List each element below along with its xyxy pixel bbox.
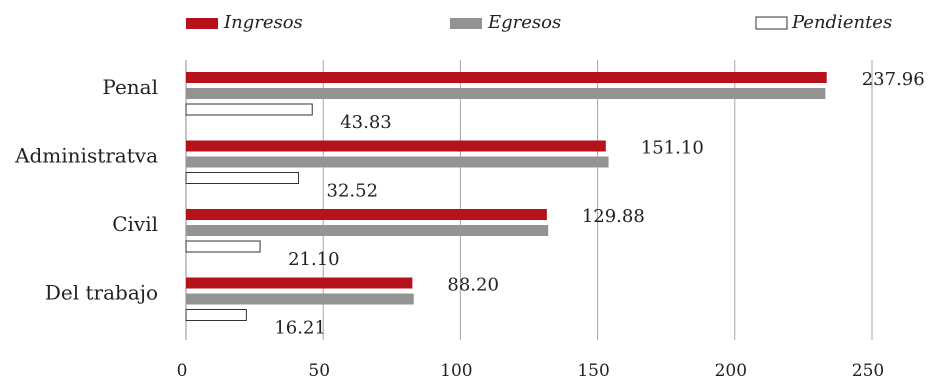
data-label-pendientes-del-trabajo: 16.21: [274, 318, 326, 339]
data-label-pendientes-administratva: 32.52: [327, 181, 379, 202]
bar-egresos-penal: [186, 88, 826, 99]
data-label-ingresos-penal: 237.96: [862, 69, 925, 90]
data-label-pendientes-civil: 21.10: [288, 249, 340, 270]
category-label-penal: Penal: [102, 75, 158, 99]
x-tick-label-50: 50: [308, 361, 330, 381]
data-label-ingresos-civil: 129.88: [582, 206, 645, 227]
bar-ingresos-civil: [186, 209, 547, 220]
bar-pendientes-administratva: [185, 172, 300, 184]
bar-pendientes-del-trabajo: [185, 309, 247, 321]
legend-label-pendientes: Pendientes: [791, 12, 892, 33]
bar-ingresos-del-trabajo: [186, 277, 413, 289]
data-label-ingresos-del-trabajo: 88.20: [447, 275, 499, 296]
bar-ingresos-administratva: [186, 140, 606, 152]
legend-swatch-ingresos: [186, 18, 218, 29]
x-tick-label-250: 250: [852, 361, 884, 381]
bar-pendientes-civil: [185, 240, 261, 253]
x-tick-label-200: 200: [715, 361, 747, 381]
category-label-del-trabajo: Del trabajo: [45, 281, 158, 305]
legend-label-ingresos: Ingresos: [223, 12, 303, 33]
legend-label-egresos: Egresos: [487, 12, 561, 33]
bar-egresos-civil: [186, 225, 549, 236]
category-label-civil: Civil: [112, 212, 158, 236]
x-tick-label-0: 0: [177, 361, 188, 381]
bar-egresos-del-trabajo: [186, 293, 414, 305]
legend-swatch-pendientes: [755, 16, 788, 30]
data-label-ingresos-administratva: 151.10: [641, 138, 704, 159]
bar-egresos-administratva: [186, 156, 609, 168]
legend-swatch-egresos: [450, 18, 482, 29]
x-tick-label-100: 100: [440, 361, 472, 381]
data-label-pendientes-penal: 43.83: [340, 112, 392, 133]
category-label-administratva: Administratva: [14, 144, 158, 168]
bar-ingresos-penal: [186, 72, 827, 83]
bar-pendientes-penal: [185, 103, 313, 116]
x-tick-label-150: 150: [577, 361, 609, 381]
